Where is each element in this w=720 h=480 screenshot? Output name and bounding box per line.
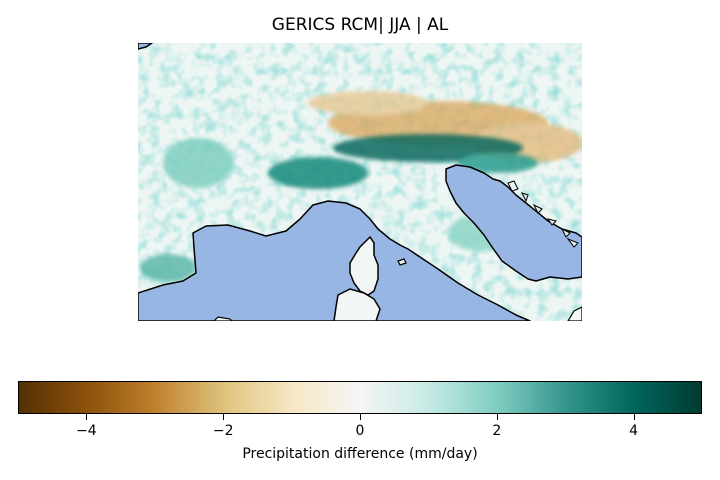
colorbar-tick — [86, 414, 88, 420]
colorbar-label: Precipitation difference (mm/day) — [242, 446, 478, 462]
map-title: GERICS RCM| JJA | AL — [271, 15, 449, 35]
precipitation-map — [138, 43, 582, 321]
colorbar-tick-label: 4 — [629, 423, 639, 439]
tyrrhenian-sea — [138, 200, 531, 321]
colorbar-tick — [633, 414, 635, 420]
colorbar — [18, 381, 702, 414]
adriatic-sea — [445, 164, 582, 282]
colorbar-tick-label: 2 — [492, 423, 502, 439]
colorbar-tick — [360, 414, 361, 420]
colorbar-gradient — [19, 382, 701, 413]
colorbar-tick-label: 0 — [355, 423, 365, 439]
colorbar-tick-label: −4 — [76, 423, 97, 439]
dalmatian-islands — [507, 180, 579, 248]
sea — [138, 43, 582, 321]
sardinia — [333, 288, 381, 321]
colorbar-tick — [496, 414, 498, 420]
colorbar-tick — [223, 414, 225, 420]
colorbar-tick-label: −2 — [212, 423, 234, 439]
